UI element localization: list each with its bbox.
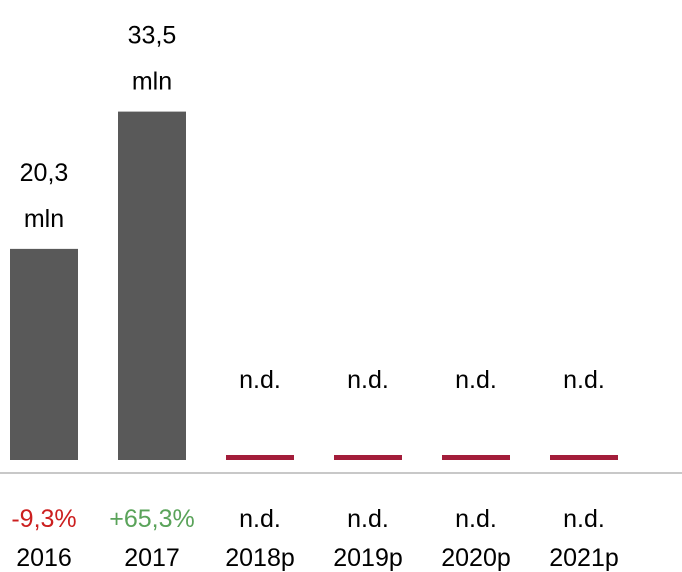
category-label-2016: 2016 <box>16 544 72 572</box>
category-label-2020p: 2020p <box>441 544 511 572</box>
value-label-2019p: n.d. <box>347 366 389 394</box>
value-label-2021p: n.d. <box>563 366 605 394</box>
change-label-2020p: n.d. <box>455 505 497 533</box>
na-marker-2018p <box>226 455 294 460</box>
na-marker-2021p <box>550 455 618 460</box>
change-label-2017: +65,3% <box>109 505 195 533</box>
change-label-2018p: n.d. <box>239 505 281 533</box>
change-label-2016: -9,3% <box>11 505 76 533</box>
na-marker-2020p <box>442 455 510 460</box>
bar-2017 <box>118 111 186 460</box>
value-label-2016-line1: 20,3 <box>20 159 69 187</box>
value-labels-layer: 20,3 mln 33,5 mln n.d. n.d. n.d. n.d. <box>20 22 605 394</box>
value-label-2017-line1: 33,5 <box>128 22 177 50</box>
value-label-2016-line2: mln <box>24 205 64 233</box>
category-label-2019p: 2019p <box>333 544 403 572</box>
value-label-2020p: n.d. <box>455 366 497 394</box>
change-label-2021p: n.d. <box>563 505 605 533</box>
change-label-2019p: n.d. <box>347 505 389 533</box>
category-label-2017: 2017 <box>124 544 180 572</box>
bars-layer <box>10 111 618 460</box>
value-label-2017-line2: mln <box>132 68 172 96</box>
value-label-2018p: n.d. <box>239 366 281 394</box>
category-label-2018p: 2018p <box>225 544 295 572</box>
bar-2016 <box>10 248 78 460</box>
category-labels-layer: 2016 2017 2018p 2019p 2020p 2021p <box>16 544 619 572</box>
na-marker-2019p <box>334 455 402 460</box>
change-labels-layer: -9,3% +65,3% n.d. n.d. n.d. n.d. <box>11 505 605 533</box>
category-label-2021p: 2021p <box>549 544 619 572</box>
